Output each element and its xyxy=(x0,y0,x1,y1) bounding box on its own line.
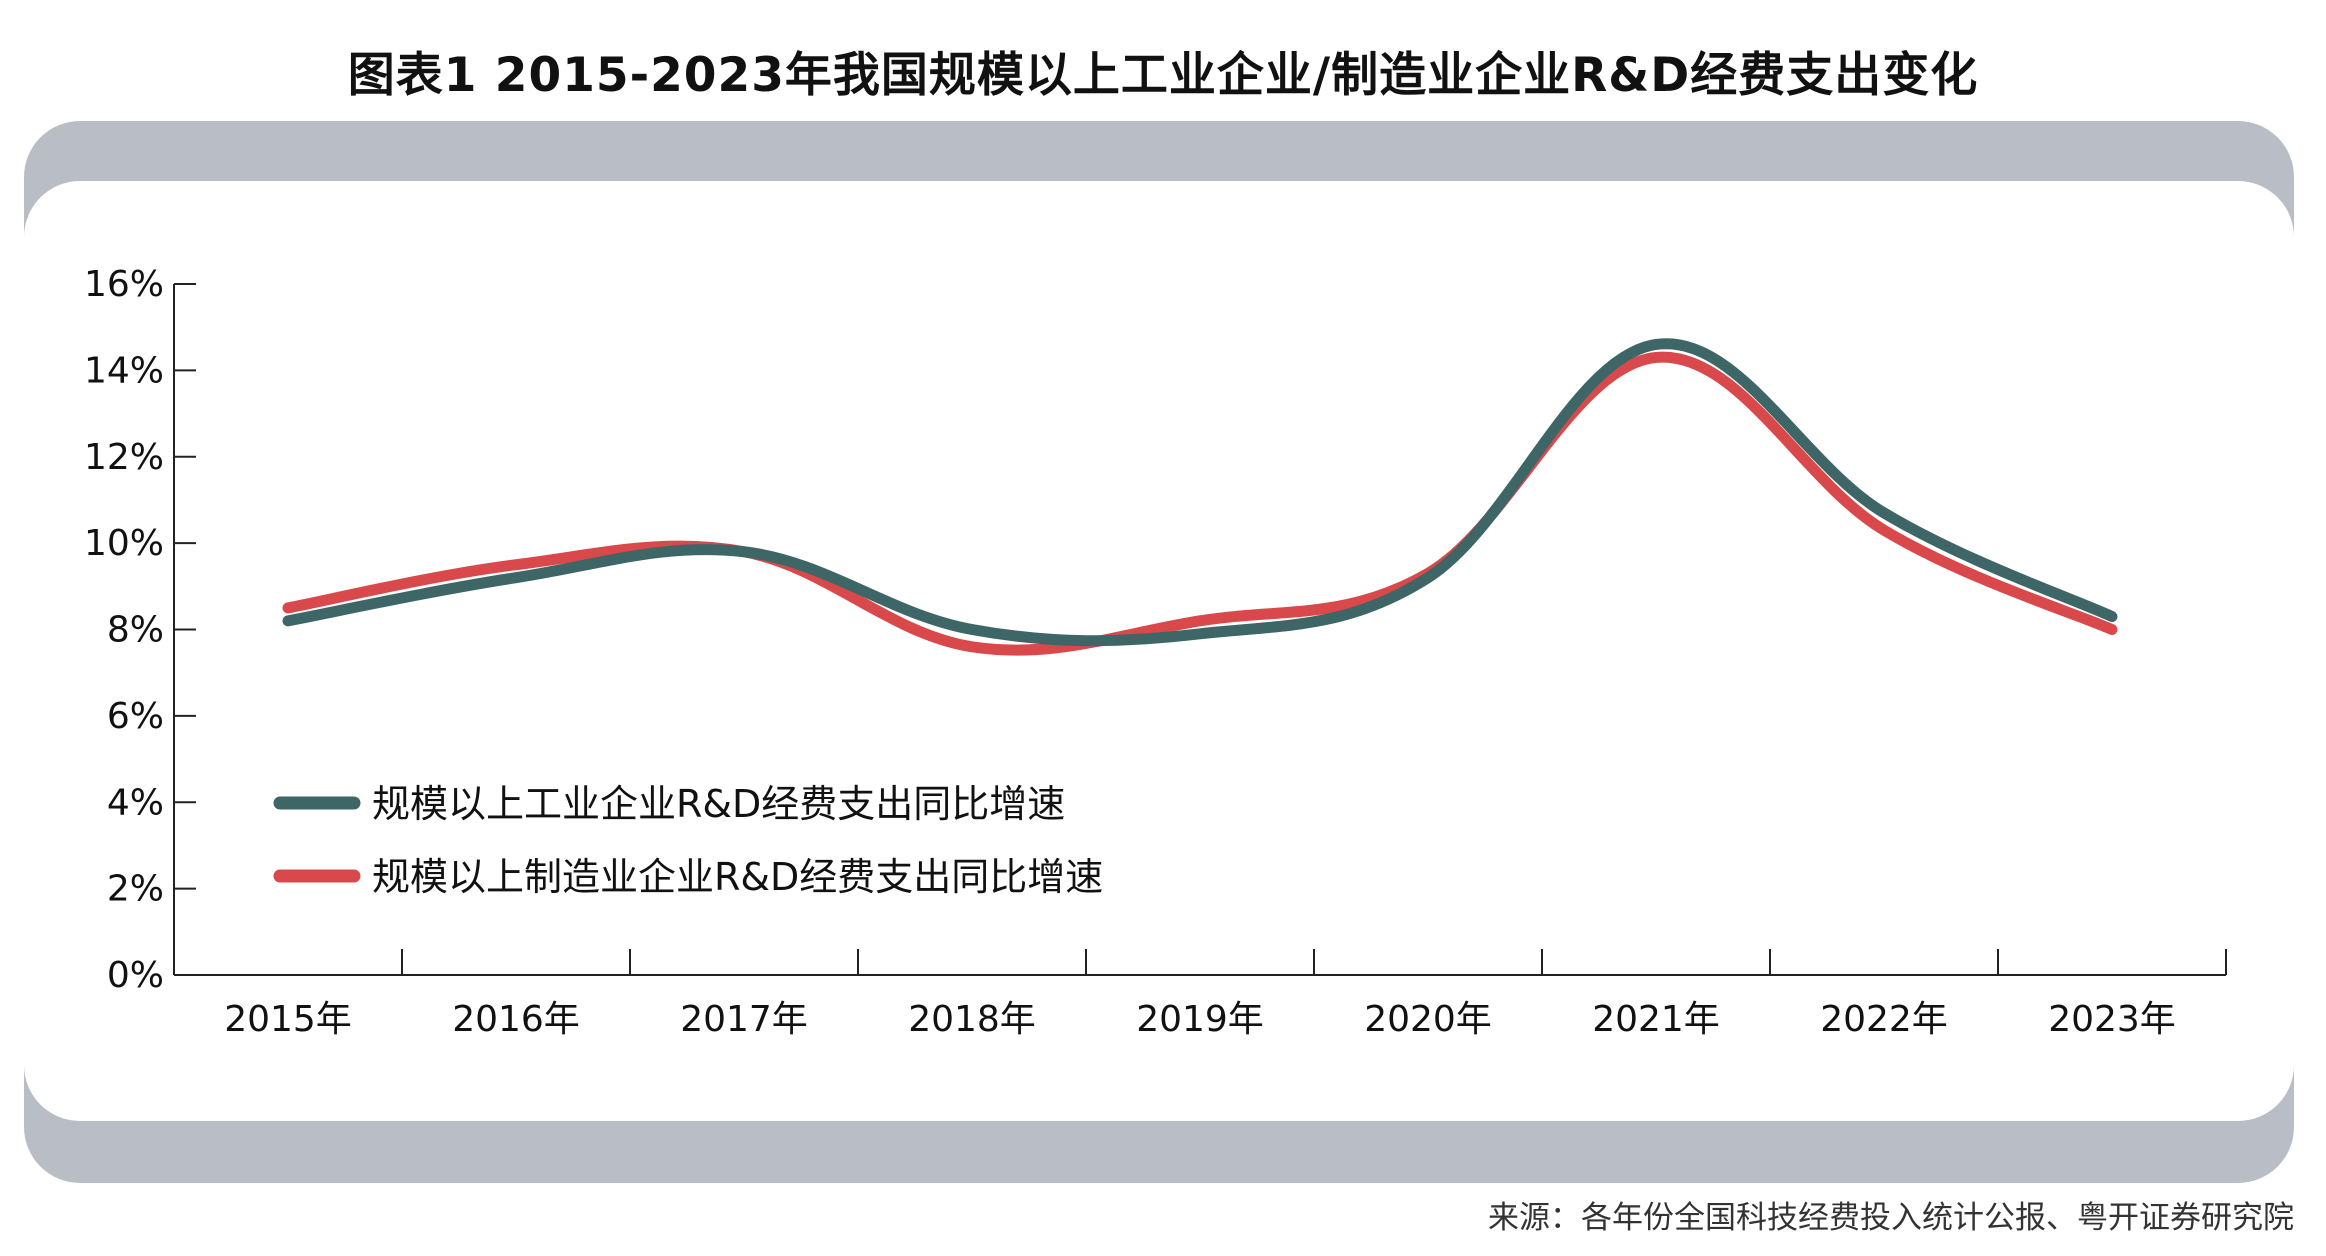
y-tick-label: 0% xyxy=(107,955,164,996)
x-tick-label: 2016年 xyxy=(452,999,580,1040)
x-tick-label: 2018年 xyxy=(908,999,1036,1040)
series-line-2 xyxy=(282,351,2118,656)
series-lines xyxy=(282,338,2118,656)
y-tick-label: 10% xyxy=(84,523,164,564)
x-tick-label: 2022年 xyxy=(1820,999,1948,1040)
y-tick-label: 6% xyxy=(107,696,164,737)
y-tick-label: 12% xyxy=(84,437,164,478)
x-tick-label: 2020年 xyxy=(1364,999,1492,1040)
legend-label-1: 规模以上工业企业R&D经费支出同比增速 xyxy=(372,782,1065,826)
x-tick-label: 2015年 xyxy=(224,999,352,1040)
y-tick-label: 2% xyxy=(107,869,164,910)
source-note: 来源：各年份全国科技经费投入统计公报、粤开证券研究院 xyxy=(1488,1200,2294,1236)
x-tick-label: 2023年 xyxy=(2048,999,2176,1040)
y-tick-label: 14% xyxy=(84,350,164,391)
x-tick-label: 2017年 xyxy=(680,999,808,1040)
x-tick-label: 2021年 xyxy=(1592,999,1720,1040)
series-line-1 xyxy=(282,338,2118,647)
chart-axes: 0% 2% 4% 6% 8% 10% 12% 14% 16% 2015年 2016年 2017年 201… xyxy=(84,264,2227,1040)
x-tick-label: 2019年 xyxy=(1136,999,1264,1040)
chart-title: 图表1 2015-2023年我国规模以上工业企业/制造业企业R&D经费支出变化 xyxy=(347,48,1979,103)
y-tick-label: 16% xyxy=(84,264,164,305)
y-tick-label: 8% xyxy=(107,610,164,651)
legend-label-2: 规模以上制造业企业R&D经费支出同比增速 xyxy=(372,855,1103,899)
y-tick-label: 4% xyxy=(107,782,164,823)
